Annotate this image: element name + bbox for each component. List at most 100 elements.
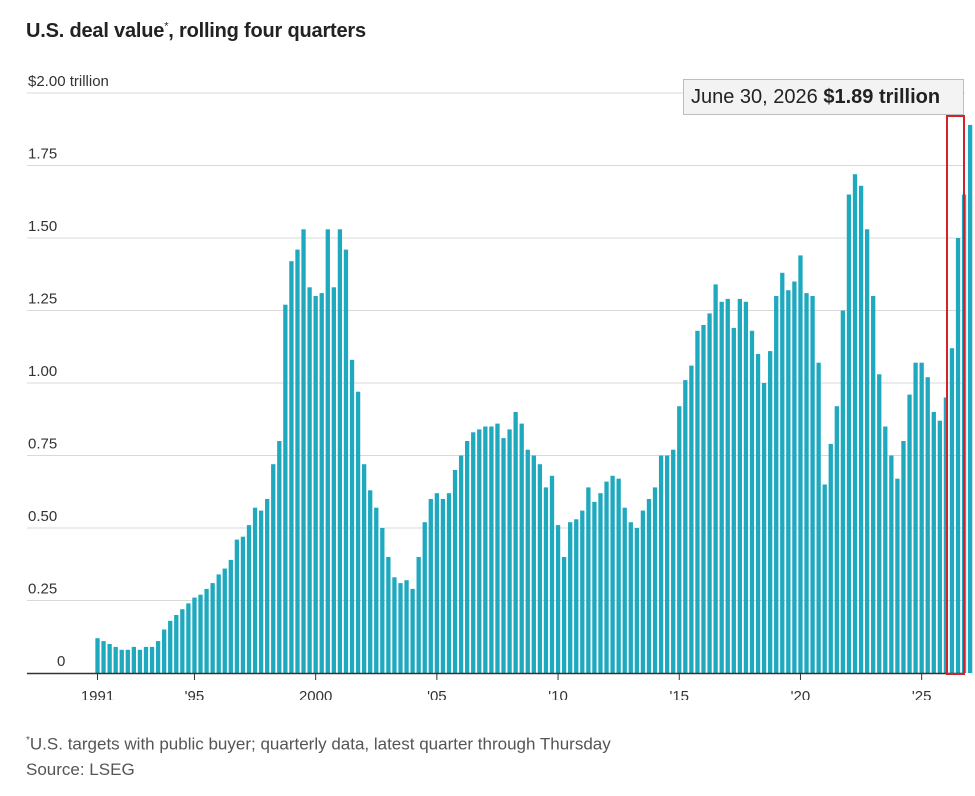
bar [374, 507, 379, 673]
bar [155, 641, 161, 673]
bar [628, 522, 633, 673]
bar [283, 304, 288, 673]
footnote-text-line: *U.S. targets with public buyer; quarter… [26, 728, 611, 757]
bar [634, 528, 639, 673]
bar [640, 510, 646, 673]
bar [337, 229, 343, 674]
bar [410, 588, 415, 673]
bar [616, 478, 621, 673]
bar [125, 649, 130, 673]
y-tick-label: $2.00 trillion [28, 73, 109, 90]
bar [458, 455, 464, 673]
bar [507, 429, 512, 673]
bar [804, 293, 809, 673]
bar [216, 574, 221, 673]
bar [561, 557, 567, 673]
x-tick-label: '05 [427, 688, 447, 700]
bar [852, 174, 858, 673]
bar [707, 313, 712, 673]
bar [816, 362, 821, 673]
bar [252, 507, 258, 673]
bar [580, 510, 585, 673]
bar [846, 194, 852, 673]
latest-value-callout: June 30, 2026 $1.89 trillion [683, 79, 964, 115]
bar [768, 351, 773, 673]
bar [901, 441, 906, 673]
bar [331, 287, 336, 673]
bar [895, 478, 900, 673]
bar [889, 455, 894, 673]
bar [774, 296, 779, 673]
bar [664, 455, 670, 673]
bar [671, 449, 676, 673]
bar [307, 287, 312, 673]
bar [840, 310, 846, 673]
bar [113, 646, 118, 673]
bar [131, 646, 137, 673]
bar [531, 455, 536, 673]
bar [361, 464, 367, 673]
bar [737, 298, 743, 673]
bar [592, 501, 597, 673]
bar [864, 229, 870, 674]
bar [513, 412, 518, 673]
bar [204, 588, 209, 673]
bar [198, 594, 203, 673]
bar [683, 380, 688, 673]
bar [483, 426, 488, 673]
bar [489, 426, 494, 673]
bar [265, 499, 270, 673]
bar [877, 374, 882, 673]
bar [477, 429, 482, 673]
bar [349, 359, 355, 673]
bar [107, 644, 112, 673]
x-tick-label: '15 [669, 688, 689, 700]
bar [137, 649, 143, 673]
bar [858, 185, 864, 674]
bar [828, 443, 833, 673]
bar [549, 475, 555, 673]
bar [452, 470, 458, 673]
bar [913, 362, 918, 673]
x-axis: 1991 '95 2000 '05 '10 '15 '20 '25 [27, 672, 965, 700]
y-tick-label: 1.50 [28, 218, 57, 235]
bar [404, 580, 409, 673]
bar [731, 327, 736, 673]
title-footnote-marker: * [164, 20, 169, 33]
bar [834, 406, 839, 673]
bar [501, 438, 506, 673]
bar [471, 432, 476, 673]
latest-bar-highlight [946, 115, 965, 675]
x-tick-label: '25 [912, 688, 932, 700]
y-tick-label: 0.25 [28, 581, 57, 598]
bars [95, 124, 973, 674]
bar [719, 301, 724, 673]
bar [368, 490, 373, 673]
bar [725, 298, 730, 673]
bar [919, 362, 924, 673]
bar [149, 646, 155, 673]
source-line: Source: LSEG [26, 759, 135, 779]
bar [610, 475, 615, 673]
bar [555, 525, 561, 673]
bar [907, 394, 912, 673]
bar [222, 568, 227, 673]
bar [246, 525, 252, 673]
bar [543, 487, 549, 673]
callout-value: $1.89 trillion [823, 86, 941, 108]
bar [271, 464, 276, 673]
bar [519, 423, 524, 673]
bar-chart: 0 0.25 0.50 0.75 1.00 1.25 1.50 1.75 $2.00 trill… [27, 73, 973, 700]
bar [295, 249, 300, 673]
y-axis-labels: 0 0.25 0.50 0.75 1.00 1.25 1.50 1.75 $2.00 trill… [28, 73, 109, 670]
bar [537, 464, 543, 673]
bar [931, 412, 936, 673]
bar [289, 261, 294, 673]
y-tick-label: 1.25 [28, 291, 57, 308]
bar [422, 522, 427, 673]
bar [325, 229, 330, 674]
bar [313, 296, 318, 673]
bar [743, 301, 749, 673]
bar [677, 406, 682, 673]
bar [101, 641, 106, 673]
